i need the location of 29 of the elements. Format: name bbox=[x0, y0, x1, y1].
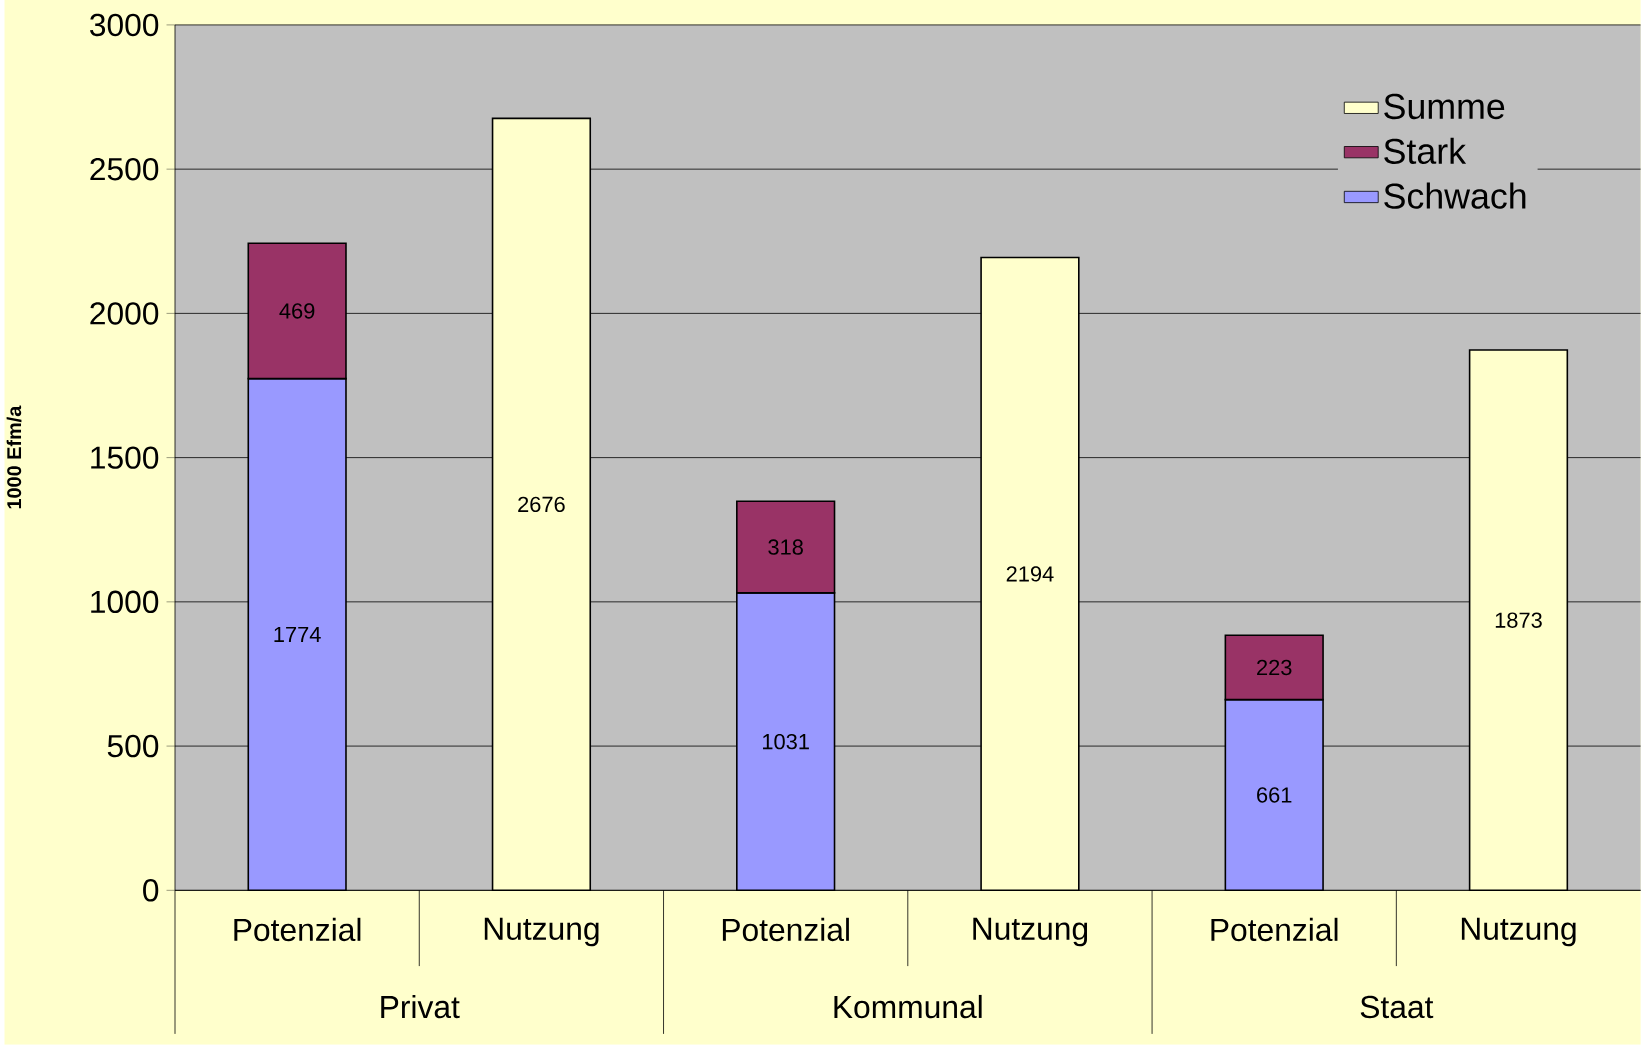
y-tick-label: 0 bbox=[143, 879, 159, 902]
legend-label: Stark bbox=[1384, 137, 1467, 165]
data-label: 661 bbox=[1257, 787, 1292, 803]
x-tick-label: Potenzial bbox=[1211, 917, 1338, 942]
data-label: 1774 bbox=[274, 627, 321, 643]
data-label: 2194 bbox=[1006, 566, 1054, 582]
x-tick-label: Potenzial bbox=[234, 917, 361, 942]
text: Staat bbox=[1360, 995, 1434, 1019]
text: Kommunal bbox=[834, 994, 982, 1019]
y-tick-label: 3000 bbox=[90, 13, 159, 37]
y-tick-label: 2500 bbox=[90, 157, 159, 181]
data-label: 1031 bbox=[763, 733, 809, 750]
y-axis-title: 1000 Efm/a bbox=[6, 405, 22, 509]
x-tick-label: Nutzung bbox=[973, 917, 1088, 947]
data-label: 2676 bbox=[518, 496, 565, 513]
data-label: 1873 bbox=[1495, 612, 1542, 628]
y-tick-label: 500 bbox=[107, 734, 159, 758]
text: Privat bbox=[381, 994, 460, 1019]
legend-label: Summe bbox=[1384, 93, 1505, 120]
data-label: 469 bbox=[279, 303, 315, 319]
y-tick-label: 2000 bbox=[90, 302, 159, 325]
data-label: 318 bbox=[768, 539, 803, 555]
x-tick-label: Nutzung bbox=[1461, 917, 1576, 947]
y-tick-label: 1500 bbox=[91, 446, 159, 469]
y-tick-label: 1000 bbox=[91, 590, 159, 614]
data-label: 223 bbox=[1257, 659, 1292, 676]
x-tick-label: Potenzial bbox=[722, 917, 849, 942]
legend-label: Schwach bbox=[1384, 182, 1526, 209]
x-tick-label: Nutzung bbox=[484, 917, 599, 947]
